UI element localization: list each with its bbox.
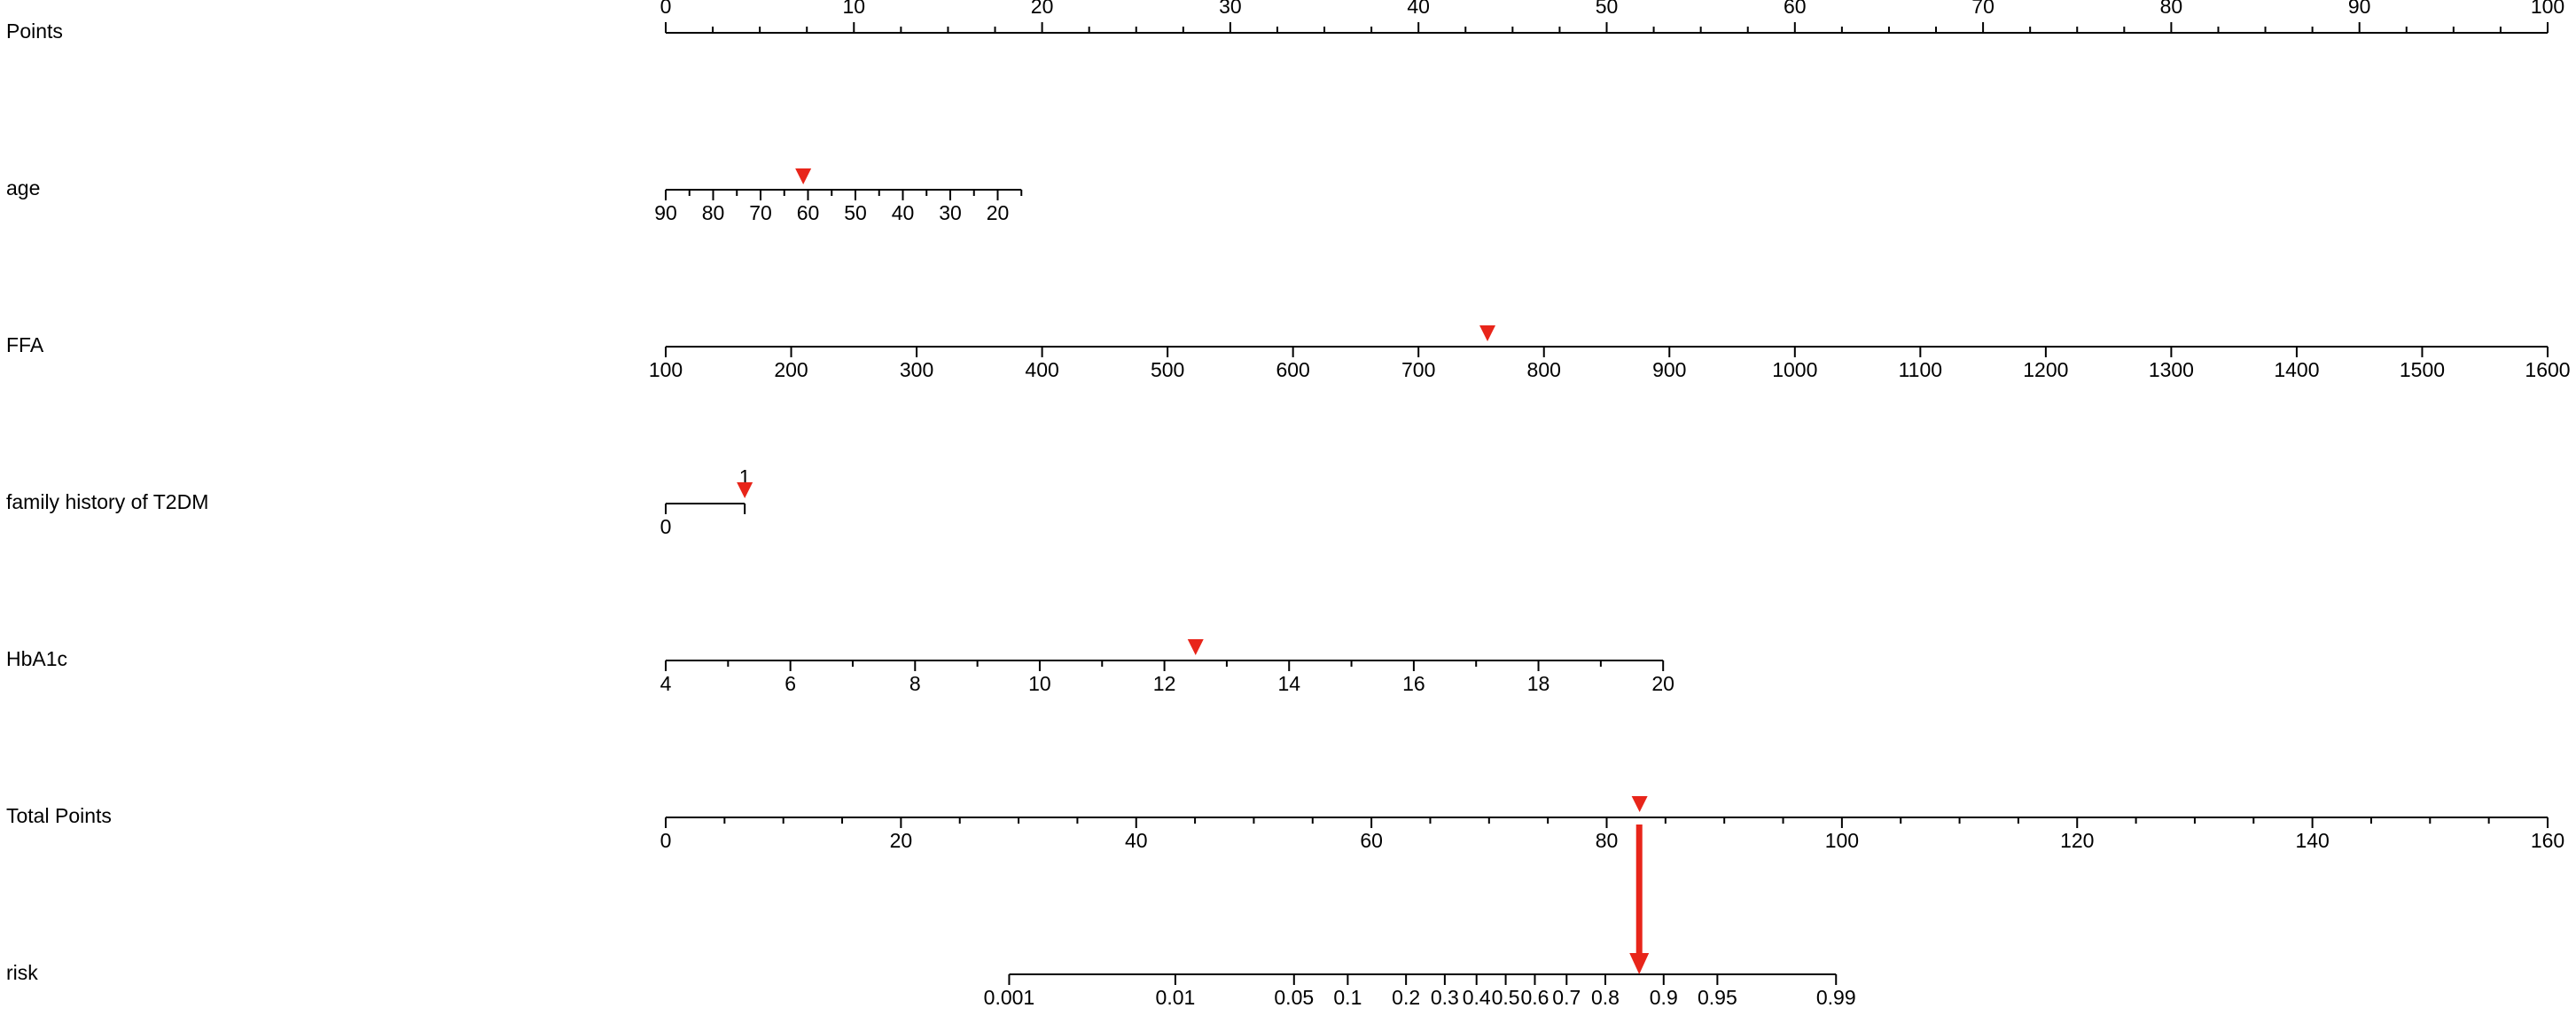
tick-label: 0.001 [984,986,1035,1009]
axis-name: Points [6,20,63,43]
tick-label: 90 [2348,0,2371,18]
tick-label: 0.99 [1816,986,1856,1009]
tick-label: 400 [1025,358,1058,381]
axis-name: risk [6,961,38,984]
tick-label: 10 [843,0,866,18]
tick-label: 20 [890,829,913,852]
tick-label: 600 [1276,358,1309,381]
tick-label: 1400 [2274,358,2319,381]
tick-label: 70 [749,201,772,224]
tick-label: 4 [660,672,672,695]
tick-label: 120 [2060,829,2094,852]
tick-label: 30 [1219,0,1242,18]
axis-name: HbA1c [6,647,67,670]
tick-label: 0.7 [1552,986,1581,1009]
tick-label: 140 [2295,829,2329,852]
axis-name: Total Points [6,804,112,827]
tick-label: 0.9 [1650,986,1678,1009]
tick-label: 80 [1596,829,1619,852]
tick-label: 40 [1407,0,1430,18]
marker [737,482,753,498]
tick-label: 700 [1401,358,1435,381]
tick-label: 10 [1028,672,1051,695]
tick-label: 18 [1527,672,1550,695]
tick-label: 0 [660,829,672,852]
tick-label: 900 [1652,358,1686,381]
tick-label: 800 [1527,358,1561,381]
tick-label: 0.3 [1431,986,1459,1009]
tick-label: 50 [1596,0,1619,18]
tick-label: 500 [1151,358,1184,381]
tick-label: 20 [1651,672,1674,695]
tick-label: 50 [844,201,867,224]
tick-label: 300 [900,358,933,381]
tick-label: 60 [1784,0,1807,18]
tick-label: 60 [1360,829,1383,852]
tick-label: 100 [1825,829,1859,852]
tick-label: 1500 [2400,358,2445,381]
tick-label: 100 [649,358,683,381]
tick-label: 0.05 [1274,986,1314,1009]
marker [1479,325,1496,341]
tick-label: 0.01 [1156,986,1196,1009]
tick-label: 0.8 [1591,986,1620,1009]
tick-label: 0 [660,0,672,18]
risk-arrow-head [1629,953,1650,974]
tick-label: 30 [939,201,962,224]
tick-label: 1200 [2023,358,2068,381]
axis-name: family history of T2DM [6,490,208,513]
axis-name: age [6,176,40,199]
tick-label: 1600 [2525,358,2570,381]
tick-label: 16 [1402,672,1425,695]
tick-label: 20 [987,201,1010,224]
tick-label: 0.6 [1520,986,1549,1009]
tick-label: 6 [785,672,796,695]
tick-label: 70 [1971,0,1994,18]
marker [1631,796,1648,812]
marker [1187,639,1204,655]
tick-label: 90 [654,201,677,224]
tick-label: 0 [660,515,672,538]
tick-label: 160 [2531,829,2564,852]
tick-label: 1100 [1899,358,1942,381]
tick-label: 0.1 [1333,986,1362,1009]
tick-label: 40 [892,201,915,224]
tick-label: 14 [1277,672,1300,695]
tick-label: 100 [2531,0,2564,18]
tick-label: 60 [797,201,820,224]
tick-label: 12 [1153,672,1176,695]
tick-label: 80 [702,201,725,224]
tick-label: 8 [909,672,921,695]
tick-label: 200 [774,358,808,381]
tick-label: 1000 [1772,358,1817,381]
tick-label: 0.5 [1492,986,1520,1009]
tick-label: 0.4 [1463,986,1491,1009]
marker [795,168,812,184]
tick-label: 0.95 [1698,986,1737,1009]
axis-name: FFA [6,333,44,356]
tick-label: 40 [1125,829,1148,852]
tick-label: 0.2 [1392,986,1420,1009]
tick-label: 80 [2160,0,2183,18]
tick-label: 1300 [2149,358,2194,381]
tick-label: 20 [1031,0,1054,18]
